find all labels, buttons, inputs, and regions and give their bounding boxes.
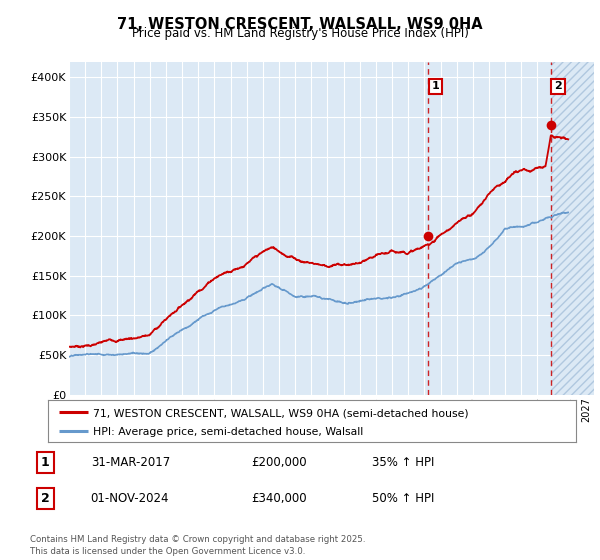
Text: HPI: Average price, semi-detached house, Walsall: HPI: Average price, semi-detached house,…	[93, 427, 363, 437]
Text: Contains HM Land Registry data © Crown copyright and database right 2025.
This d: Contains HM Land Registry data © Crown c…	[30, 535, 365, 556]
Text: 2: 2	[41, 492, 50, 505]
Text: 1: 1	[431, 81, 439, 91]
Text: Price paid vs. HM Land Registry's House Price Index (HPI): Price paid vs. HM Land Registry's House …	[131, 27, 469, 40]
Text: 2: 2	[554, 81, 562, 91]
Text: 31-MAR-2017: 31-MAR-2017	[91, 456, 170, 469]
Text: £340,000: £340,000	[251, 492, 307, 505]
Text: 35% ↑ HPI: 35% ↑ HPI	[372, 456, 434, 469]
Text: £200,000: £200,000	[251, 456, 307, 469]
Text: 1: 1	[41, 456, 50, 469]
Text: 01-NOV-2024: 01-NOV-2024	[91, 492, 169, 505]
Text: 50% ↑ HPI: 50% ↑ HPI	[372, 492, 434, 505]
Text: 71, WESTON CRESCENT, WALSALL, WS9 0HA: 71, WESTON CRESCENT, WALSALL, WS9 0HA	[117, 17, 483, 32]
Text: 71, WESTON CRESCENT, WALSALL, WS9 0HA (semi-detached house): 71, WESTON CRESCENT, WALSALL, WS9 0HA (s…	[93, 408, 469, 418]
Bar	[551, 62, 594, 395]
Bar	[551, 62, 594, 395]
